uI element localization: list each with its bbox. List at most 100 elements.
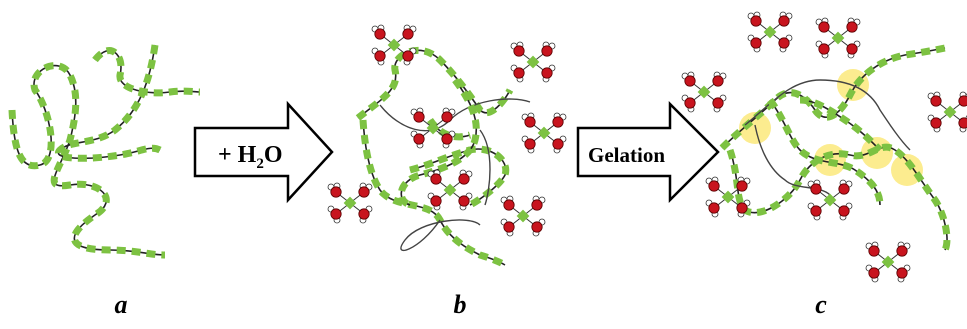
chain-b-4: [400, 219, 481, 251]
chain-b-5: [409, 145, 510, 209]
chain-a-3: [92, 47, 201, 97]
water-cluster-c4-oxygen: [708, 202, 720, 214]
water-cluster-b6-oxygen: [330, 208, 342, 220]
water-cluster-c2-oxygen: [846, 43, 858, 55]
water-cluster-b5-oxygen: [458, 195, 470, 207]
water-cluster-c7-oxygen: [868, 245, 880, 257]
chain-b-6: [397, 77, 480, 209]
chain-b-7: [479, 129, 491, 206]
water-cluster-c5: [807, 179, 853, 221]
water-cluster-c1-oxygen: [750, 37, 762, 49]
water-cluster-c3-oxygen: [712, 97, 724, 109]
water-cluster-b3-oxygen: [441, 133, 453, 145]
water-cluster-b7-oxygen: [531, 221, 543, 233]
water-cluster-b5-oxygen: [430, 195, 442, 207]
water-cluster-b3-center-atom: [426, 121, 440, 135]
water-cluster-c4: [705, 176, 751, 218]
water-cluster-c1-center-atom: [763, 25, 777, 39]
water-cluster-c5-oxygen: [810, 183, 822, 195]
water-cluster-b2-oxygen: [513, 67, 525, 79]
water-cluster-c7-oxygen: [896, 245, 908, 257]
hydration-label: + H: [218, 142, 257, 168]
water-cluster-b4-oxygen: [552, 116, 564, 128]
water-cluster-b2-oxygen: [541, 45, 553, 57]
water-cluster-b4-center-atom: [537, 126, 551, 140]
water-cluster-c2-center-atom: [831, 31, 845, 45]
water-cluster-b2: [510, 41, 556, 83]
water-cluster-b1-oxygen: [402, 28, 414, 40]
water-cluster-c7-center-atom: [881, 255, 895, 269]
water-cluster-b3: [410, 107, 456, 149]
chain-b-1: [355, 46, 514, 121]
water-cluster-c6-oxygen: [958, 95, 967, 107]
water-cluster-b7-oxygen: [503, 221, 515, 233]
water-cluster-c4-center-atom: [721, 190, 735, 204]
hydration-suffix: O: [264, 142, 283, 168]
water-clusters: [327, 11, 967, 283]
chain-a-1: [8, 62, 166, 259]
crosslink-points: [739, 69, 923, 186]
water-cluster-b2-center-atom: [526, 55, 540, 69]
chain-b-6-beads: [397, 77, 480, 209]
water-cluster-c6: [927, 91, 967, 133]
water-cluster-c2-oxygen: [818, 21, 830, 33]
chain-c-4-beads: [767, 97, 884, 206]
water-cluster-c2-oxygen: [846, 21, 858, 33]
water-cluster-b6-oxygen: [330, 186, 342, 198]
water-cluster-b4-oxygen: [552, 138, 564, 150]
water-cluster-c3: [681, 71, 727, 113]
water-cluster-b1-oxygen: [374, 28, 386, 40]
water-cluster-b7: [500, 195, 546, 237]
water-cluster-b6-center-atom: [343, 196, 357, 210]
chain-b-3: [359, 119, 507, 269]
chain-c-3: [744, 79, 911, 151]
water-cluster-c7: [865, 241, 911, 283]
panel-label-b: b: [453, 290, 467, 319]
chain-b-3-beads: [359, 119, 507, 269]
water-cluster-b4-oxygen: [524, 116, 536, 128]
water-cluster-b5-oxygen: [458, 173, 470, 185]
water-cluster-b4: [521, 112, 567, 154]
water-cluster-c5-center-atom: [823, 193, 837, 207]
water-cluster-b5-center-atom: [443, 183, 457, 197]
chain-c-6-beads: [799, 96, 883, 153]
water-cluster-b5-oxygen: [430, 173, 442, 185]
water-cluster-b7-center-atom: [516, 209, 530, 223]
chain-b-5-beads: [409, 145, 510, 209]
svg-text:+ H2O: + H2O: [218, 142, 283, 172]
water-cluster-b1: [371, 24, 417, 66]
chain-c-6: [799, 96, 883, 153]
water-cluster-b1-oxygen: [402, 50, 414, 62]
chain-c-4: [767, 97, 884, 206]
water-cluster-c7-oxygen: [868, 267, 880, 279]
water-cluster-c1: [747, 11, 793, 53]
water-cluster-c5-oxygen: [810, 205, 822, 217]
water-cluster-b3-oxygen: [441, 111, 453, 123]
water-cluster-c3-center-atom: [697, 85, 711, 99]
gelation-arrow: Gelation: [576, 100, 720, 204]
crosslink-point: [891, 154, 923, 186]
water-cluster-c2-oxygen: [818, 43, 830, 55]
water-cluster-c4-oxygen: [736, 202, 748, 214]
water-cluster-c6-oxygen: [958, 117, 967, 129]
water-cluster-b6-oxygen: [358, 208, 370, 220]
water-cluster-b3-oxygen: [413, 133, 425, 145]
water-cluster-c6-oxygen: [930, 117, 942, 129]
chain-a-1-beads: [8, 62, 166, 259]
water-cluster-c6-oxygen: [930, 95, 942, 107]
panel-label-c: c: [815, 290, 827, 319]
water-cluster-b1-oxygen: [374, 50, 386, 62]
hydration-subscript: 2: [256, 156, 264, 172]
hydration-arrow: + H2O: [193, 100, 334, 204]
water-cluster-c4-oxygen: [708, 180, 720, 192]
chain-b-1-beads: [355, 46, 514, 121]
water-cluster-b5: [427, 169, 473, 211]
chain-a-3-beads: [92, 47, 201, 97]
water-cluster-c5-oxygen: [838, 205, 850, 217]
water-cluster-c7-oxygen: [896, 267, 908, 279]
water-cluster-c2: [815, 17, 861, 59]
gelation-label: Gelation: [588, 143, 665, 167]
water-cluster-b7-oxygen: [531, 199, 543, 211]
